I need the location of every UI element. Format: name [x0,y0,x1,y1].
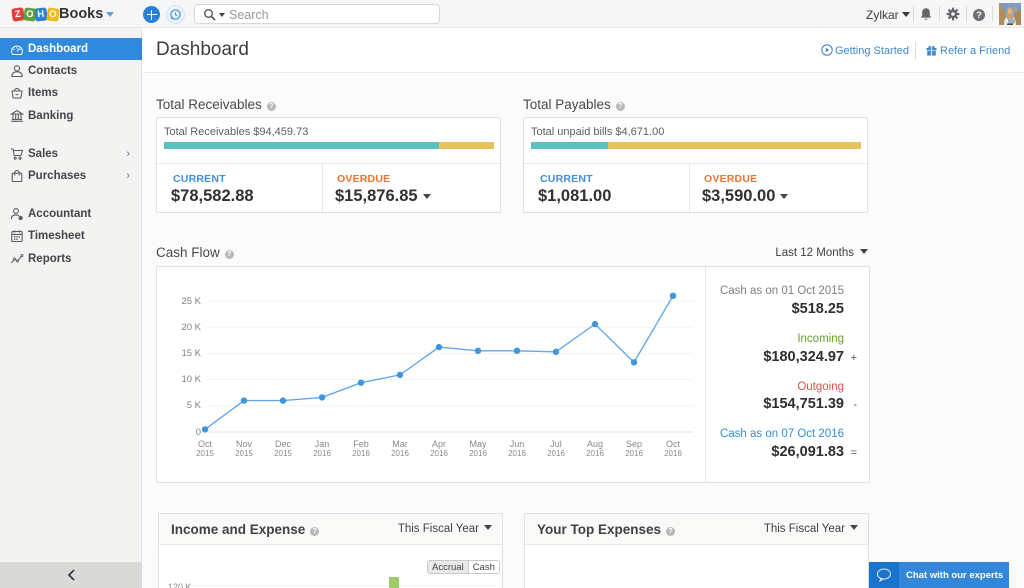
svg-text:2016: 2016 [469,449,487,458]
svg-text:Dec: Dec [275,439,292,449]
svg-text:0: 0 [196,427,201,438]
svg-text:2016: 2016 [391,449,409,458]
svg-text:Feb: Feb [353,439,369,449]
svg-text:2015: 2015 [196,449,214,458]
svg-text:25 K: 25 K [181,296,201,307]
svg-text:15 K: 15 K [181,348,201,359]
svg-text:2016: 2016 [625,449,643,458]
svg-text:Jun: Jun [510,439,525,449]
svg-text:20 K: 20 K [181,322,201,333]
svg-text:Sep: Sep [626,439,642,449]
svg-text:5 K: 5 K [187,400,202,411]
svg-text:2016: 2016 [508,449,526,458]
svg-text:Nov: Nov [236,439,253,449]
svg-text:Mar: Mar [392,439,408,449]
svg-text:2015: 2015 [235,449,253,458]
svg-text:Apr: Apr [432,439,446,449]
svg-text:10 K: 10 K [181,374,201,385]
svg-text:2016: 2016 [547,449,565,458]
svg-text:Jul: Jul [550,439,562,449]
svg-text:2016: 2016 [586,449,604,458]
svg-text:2015: 2015 [274,449,292,458]
svg-text:2016: 2016 [352,449,370,458]
svg-text:2016: 2016 [664,449,682,458]
svg-text:2016: 2016 [430,449,448,458]
svg-text:2016: 2016 [313,449,331,458]
svg-text:Oct: Oct [198,439,213,449]
svg-text:Aug: Aug [587,439,603,449]
svg-text:Oct: Oct [666,439,681,449]
svg-text:May: May [469,439,487,449]
svg-text:Jan: Jan [315,439,330,449]
